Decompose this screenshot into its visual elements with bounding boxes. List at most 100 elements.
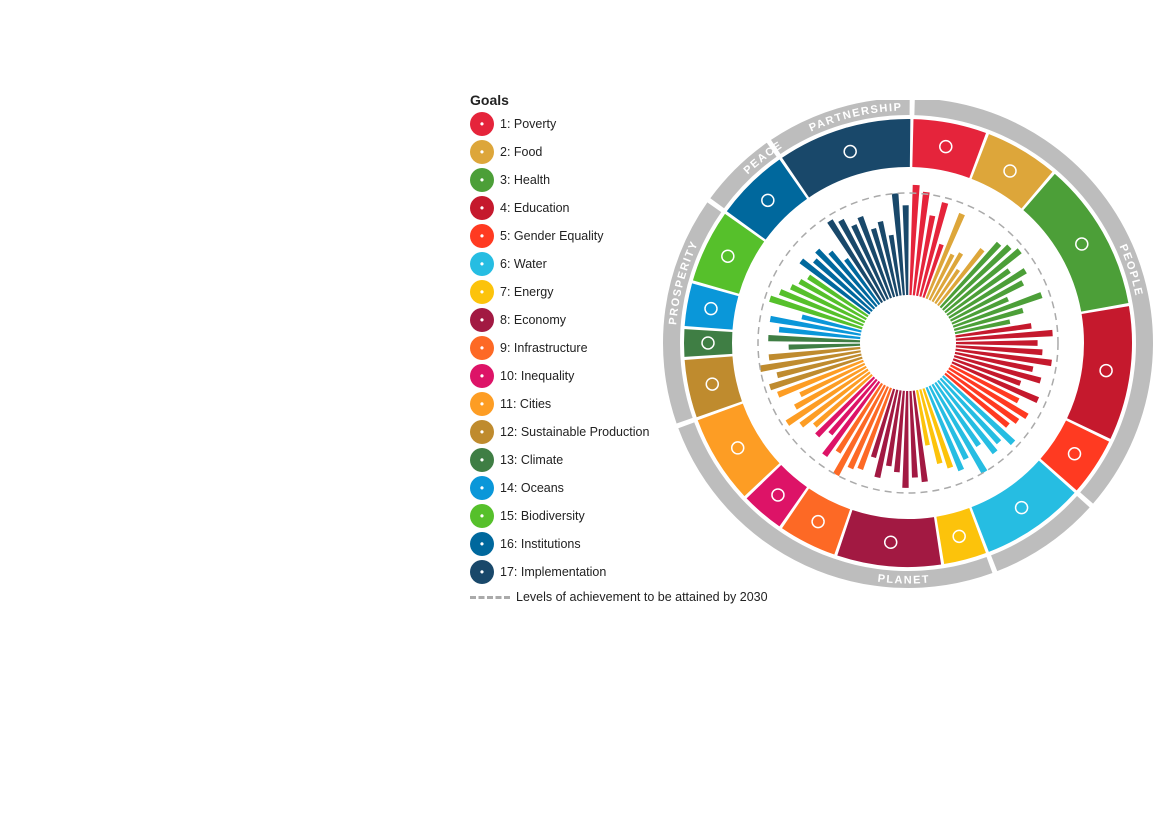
legend-label: 16: Institutions (500, 537, 581, 551)
equal-icon: • (470, 364, 494, 388)
bar-goal-12 (759, 350, 861, 372)
bar-goal-8 (874, 389, 899, 478)
dove-icon (761, 193, 775, 208)
bar-goal-4 (955, 345, 1043, 356)
bar-goal-16 (828, 250, 878, 308)
dove-icon: • (470, 532, 494, 556)
bar-goal-8 (902, 390, 909, 488)
bar-goal-3 (951, 296, 1009, 325)
legend-item: • 12: Sustainable Production (470, 418, 810, 446)
bar-goal-4 (952, 358, 1022, 386)
bar-goal-11 (785, 368, 869, 426)
bars (759, 184, 1053, 488)
bar-goal-1 (916, 215, 936, 297)
goal-segment-4 (1067, 306, 1132, 439)
fish-icon (704, 301, 718, 316)
legend-label: 7: Energy (500, 285, 554, 299)
eye-globe-icon: • (470, 448, 494, 472)
bar-goal-11 (793, 365, 867, 410)
bar-goal-8 (909, 390, 918, 478)
bar-goal-8 (893, 390, 905, 473)
bar-goal-16 (815, 248, 876, 310)
tree-bird-icon (721, 249, 735, 263)
bar-goal-5 (946, 370, 1020, 424)
pillar-band-people (914, 100, 1153, 504)
bar-goal-15 (807, 274, 869, 318)
legend-label: 8: Economy (500, 313, 567, 327)
legend-item: • 13: Climate (470, 446, 810, 474)
target-legend-label: Levels of achievement to be attained by … (516, 590, 768, 604)
legend-label: 9: Infrastructure (500, 341, 588, 355)
bar-goal-9 (857, 387, 892, 470)
legend: Goals • 1: Poverty • 2: Food • 3: Health • 4: E… (470, 90, 810, 608)
legend-label: 13: Climate (500, 453, 564, 467)
cubes-icon: • (470, 336, 494, 360)
legend-item: • 1: Poverty (470, 110, 810, 138)
pillar-band-planet2 (663, 202, 722, 424)
bar-goal-1 (922, 243, 944, 298)
bar-goal-2 (934, 268, 961, 305)
bar-goal-17 (891, 193, 905, 296)
goal-segment-11 (697, 403, 780, 497)
heartbeat-icon: • (470, 168, 494, 192)
bar-goal-15 (769, 295, 863, 330)
bar-goal-1 (919, 202, 949, 297)
bar-goal-13 (768, 335, 861, 343)
legend-item: • 8: Economy (470, 306, 810, 334)
target-circle (757, 192, 1059, 494)
bar-goal-12 (776, 353, 862, 379)
bar-goal-1 (912, 191, 930, 296)
eye-globe-icon (701, 336, 715, 350)
legend-label: 15: Biodiversity (500, 509, 585, 523)
legend-item: • 7: Energy (470, 278, 810, 306)
bar-goal-17 (857, 216, 892, 299)
legend-item: • 6: Water (470, 250, 810, 278)
bar-goal-3 (944, 248, 1022, 314)
legend-items: • 1: Poverty • 2: Food • 3: Health • 4: Educati… (470, 110, 810, 586)
legend-label: 10: Inequality (500, 369, 575, 383)
bar-goal-2 (931, 252, 964, 303)
goal-segment-5 (1040, 420, 1110, 491)
target-ring (757, 192, 1059, 494)
bar-goal-3 (946, 268, 1011, 316)
goal-segment-14 (684, 283, 739, 330)
legend-item: • 4: Education (470, 194, 810, 222)
bar-goal-7 (916, 389, 930, 446)
bar-goal-4 (953, 355, 1042, 384)
infinity-icon (705, 377, 720, 391)
goal-segment-13 (684, 329, 733, 357)
equal-icon (771, 488, 785, 502)
dashed-line-swatch (470, 595, 510, 599)
infinity-icon: • (470, 420, 494, 444)
bar-goal-14 (801, 314, 862, 333)
heartbeat-icon (1075, 237, 1089, 251)
pillar-label-planet: PLANET (877, 573, 931, 587)
bar-goal-16 (813, 258, 873, 312)
pillar-band-prosperity (678, 422, 993, 588)
gender-icon: • (470, 224, 494, 248)
bar-goal-7 (919, 389, 943, 465)
legend-title: Goals (470, 92, 509, 108)
legend-label: 11: Cities (500, 397, 552, 411)
bar-goal-11 (812, 374, 873, 428)
legend-label: 1: Poverty (500, 117, 557, 131)
bar-goal-15 (790, 284, 866, 324)
tree-bird-icon: • (470, 504, 494, 528)
bar-goal-3 (953, 307, 1024, 331)
goal-segment-17 (782, 119, 911, 198)
legend-label: 3: Health (500, 173, 551, 187)
rings-icon: • (470, 560, 494, 584)
buildings-icon (730, 441, 745, 455)
bar-goal-6 (937, 379, 998, 455)
bar-goal-6 (925, 386, 965, 472)
goal-ring (684, 119, 1132, 567)
goal-segment-6 (971, 460, 1075, 552)
bar-goal-15 (798, 278, 867, 321)
legend-label: 5: Gender Equality (500, 229, 604, 243)
sun-icon (952, 529, 966, 544)
bar-goal-5 (949, 364, 1020, 404)
legend-label: 12: Sustainable Production (500, 425, 650, 439)
bar-goal-16 (799, 258, 871, 315)
bar-goal-4 (955, 348, 1052, 367)
